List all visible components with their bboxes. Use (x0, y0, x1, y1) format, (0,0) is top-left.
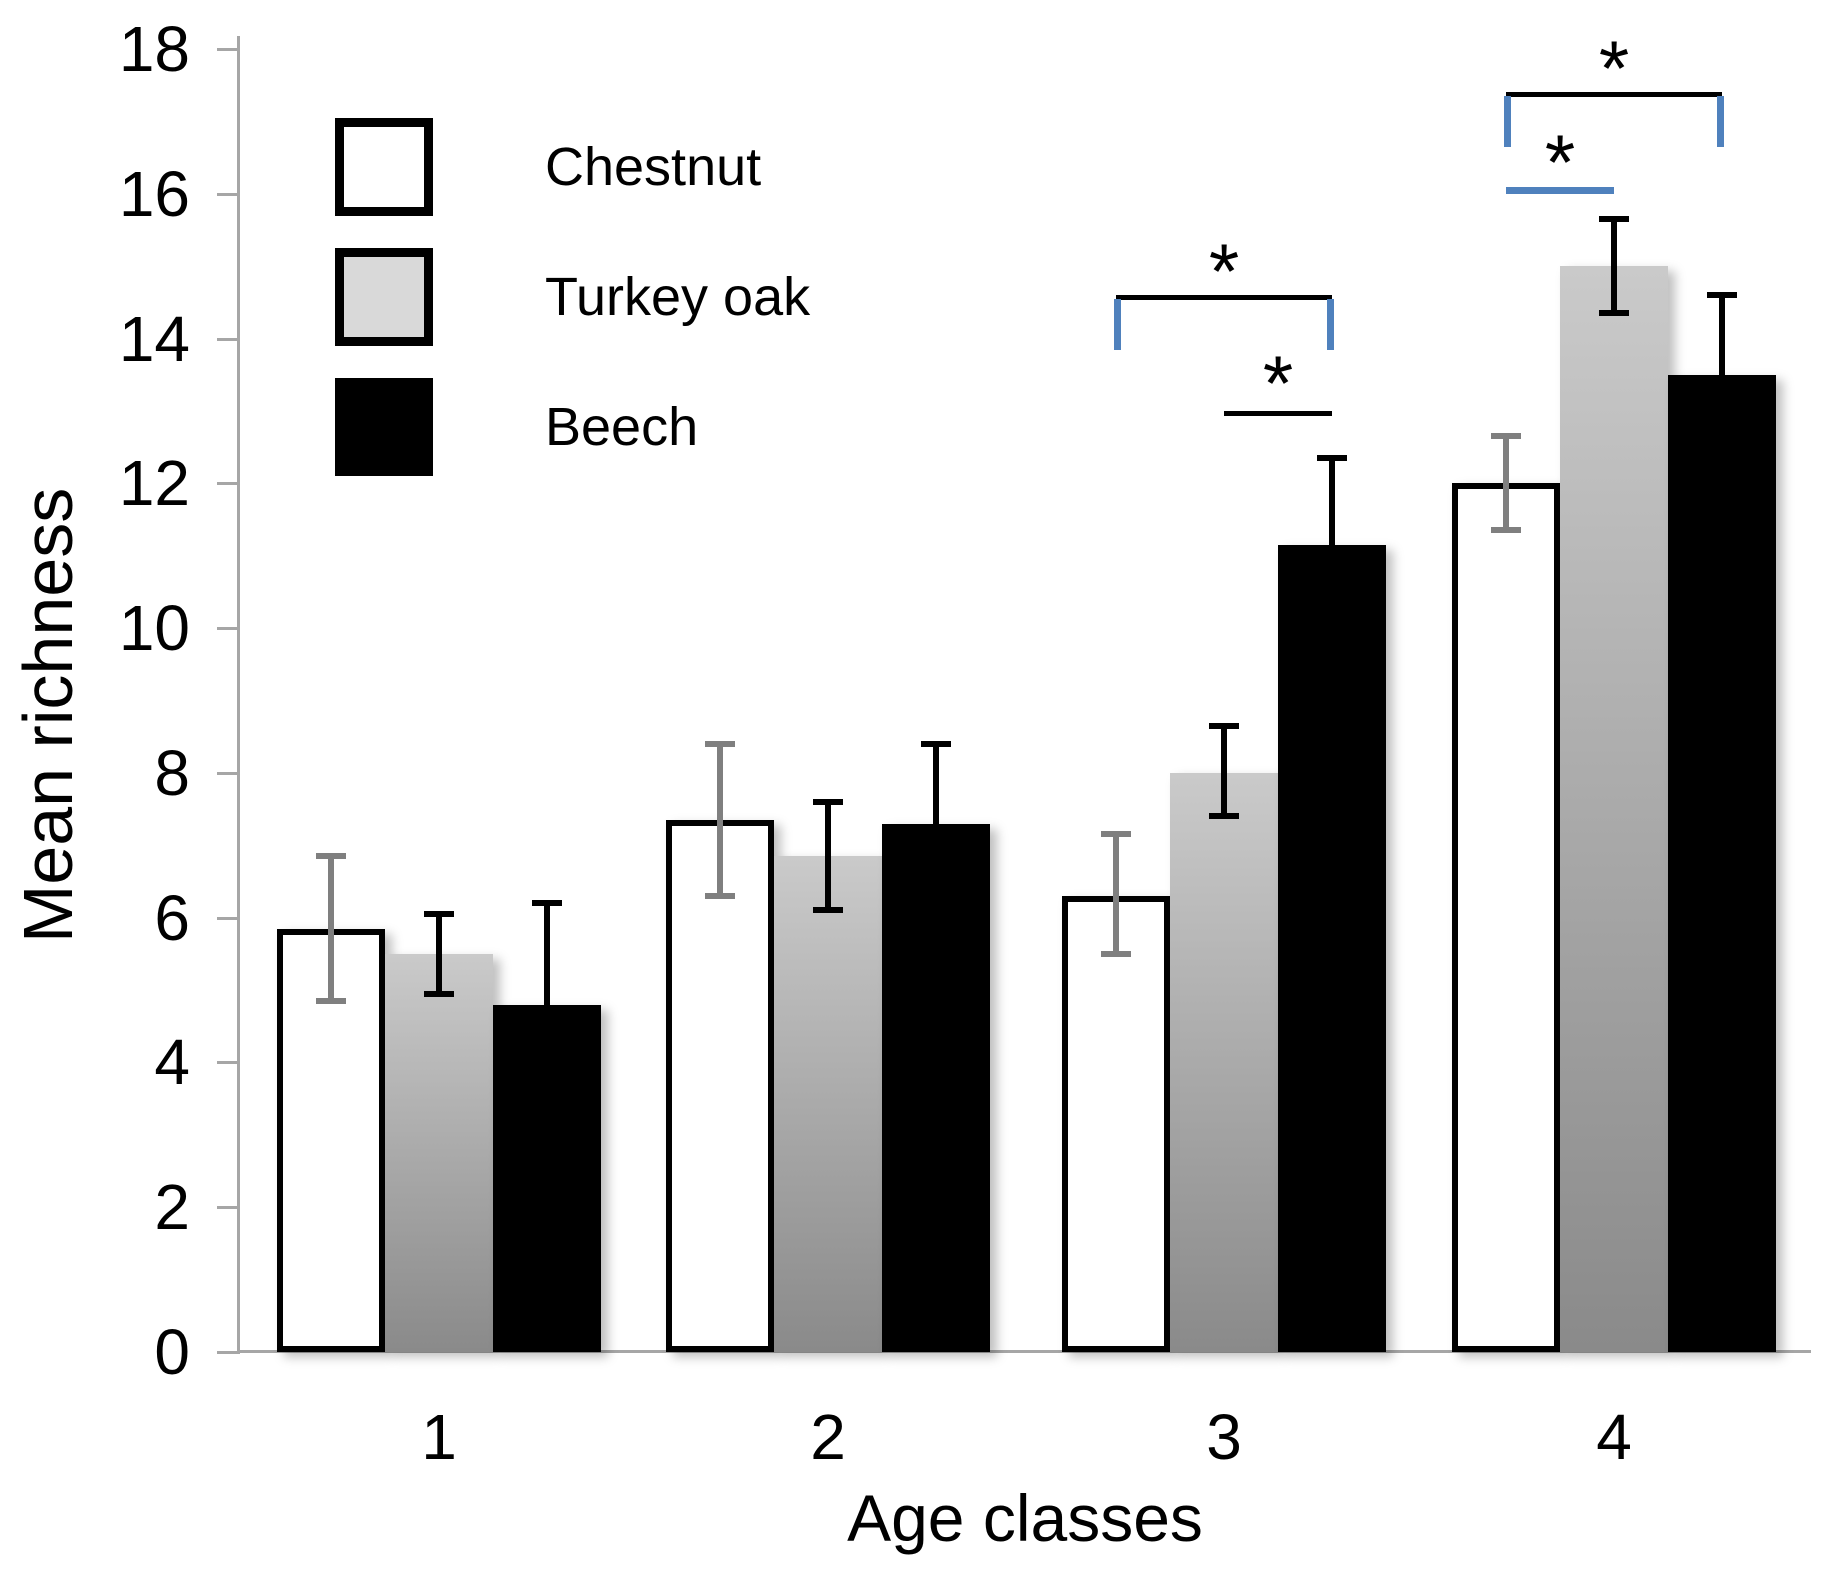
error-bar-chestnut-1-bottom-cap (316, 997, 346, 1004)
significance-bracket-3 (1506, 92, 1722, 98)
legend-item-beech: Beech (335, 378, 935, 476)
y-tick-mark-12 (217, 482, 237, 486)
y-tick-label-4: 4 (154, 1026, 190, 1099)
significance-star-1: * (1208, 226, 1240, 315)
bar-chestnut-3 (1062, 895, 1170, 1352)
error-bar-chestnut-3 (1113, 834, 1119, 954)
error-bar-turkey-oak-2-bottom-cap (813, 907, 843, 914)
error-bar-beech-2 (933, 743, 939, 824)
y-tick-label-10: 10 (118, 592, 190, 665)
error-bar-beech-1-top-cap (532, 900, 562, 907)
y-tick-label-6: 6 (154, 881, 190, 954)
significance-star-4: * (1544, 118, 1576, 207)
x-tick-label-1: 1 (421, 1401, 457, 1473)
y-tick-mark-0 (217, 1351, 237, 1354)
error-bar-turkey-oak-1-top-cap (424, 911, 454, 918)
y-tick-label-16: 16 (118, 157, 190, 230)
y-tick-mark-18 (217, 47, 237, 51)
error-bar-beech-2-top-cap (921, 740, 951, 747)
y-axis-line (237, 36, 240, 1354)
x-axis-title: Age classes (847, 1481, 1203, 1555)
error-bar-turkey-oak-3 (1221, 725, 1227, 817)
legend-swatch-chestnut (335, 118, 433, 216)
error-bar-turkey-oak-4-bottom-cap (1599, 310, 1629, 317)
error-bar-turkey-oak-1-bottom-cap (424, 990, 454, 997)
legend-swatch-beech (335, 378, 433, 476)
x-tick-label-4: 4 (1596, 1401, 1632, 1473)
y-tick-label-12: 12 (118, 447, 190, 520)
error-bar-chestnut-2 (717, 743, 723, 896)
significance-bracket-4 (1506, 186, 1614, 194)
error-bar-beech-1 (544, 903, 550, 1005)
significance-bracket-1-right-tick (1327, 299, 1334, 350)
bar-chestnut-2 (666, 819, 774, 1352)
y-tick-mark-16 (217, 192, 237, 196)
bar-turkey-oak-2 (774, 856, 882, 1352)
error-bar-chestnut-4-top-cap (1491, 433, 1521, 440)
bar-beech-4 (1668, 374, 1776, 1352)
bar-turkey-oak-4 (1560, 266, 1668, 1352)
bar-turkey-oak-3 (1170, 772, 1278, 1352)
error-bar-beech-3-top-cap (1317, 454, 1347, 461)
error-bar-beech-4 (1719, 295, 1725, 375)
y-tick-label-14: 14 (118, 302, 190, 375)
y-tick-label-0: 0 (154, 1316, 190, 1388)
error-bar-turkey-oak-4 (1611, 219, 1617, 314)
x-tick-label-3: 3 (1206, 1401, 1242, 1473)
y-tick-mark-10 (217, 627, 237, 631)
error-bar-turkey-oak-2-top-cap (813, 798, 843, 805)
bar-beech-2 (882, 823, 990, 1352)
error-bar-chestnut-3-top-cap (1101, 831, 1131, 838)
significance-bracket-3-right-tick (1717, 96, 1724, 148)
y-tick-mark-2 (217, 1206, 237, 1210)
error-bar-turkey-oak-4-top-cap (1599, 216, 1629, 223)
significance-bracket-2 (1224, 410, 1332, 416)
legend-item-turkey-oak: Turkey oak (335, 248, 935, 346)
x-tick-label-2: 2 (810, 1401, 846, 1473)
error-bar-turkey-oak-2 (825, 801, 831, 911)
y-tick-label-18: 18 (118, 12, 190, 85)
error-bar-chestnut-1 (328, 856, 334, 1001)
bar-beech-3 (1278, 544, 1386, 1352)
error-bar-chestnut-2-top-cap (705, 740, 735, 747)
y-tick-label-2: 2 (154, 1171, 190, 1244)
error-bar-turkey-oak-3-top-cap (1209, 722, 1239, 729)
significance-star-2: * (1262, 338, 1294, 427)
error-bar-chestnut-4 (1503, 436, 1509, 531)
error-bar-beech-3 (1329, 457, 1335, 545)
error-bar-turkey-oak-1 (436, 914, 442, 994)
legend-swatch-turkey-oak (335, 248, 433, 346)
error-bar-chestnut-2-bottom-cap (705, 892, 735, 899)
y-tick-mark-14 (217, 337, 237, 341)
y-tick-label-8: 8 (154, 736, 190, 809)
error-bar-turkey-oak-3-bottom-cap (1209, 813, 1239, 820)
significance-bracket-1 (1116, 295, 1332, 301)
error-bar-chestnut-4-bottom-cap (1491, 527, 1521, 534)
bar-turkey-oak-1 (385, 953, 493, 1352)
legend-label-beech: Beech (545, 397, 699, 457)
bar-chestnut-1 (277, 928, 385, 1352)
y-tick-mark-8 (217, 771, 237, 775)
error-bar-chestnut-1-top-cap (316, 853, 346, 860)
significance-bracket-1-left-tick (1114, 299, 1121, 350)
x-axis-line (237, 1350, 1811, 1353)
y-tick-mark-6 (217, 916, 237, 920)
bar-chestnut-4 (1452, 483, 1560, 1352)
error-bar-chestnut-3-bottom-cap (1101, 950, 1131, 957)
legend-item-chestnut: Chestnut (335, 118, 935, 216)
y-tick-mark-4 (217, 1061, 237, 1065)
significance-bracket-3-left-tick (1504, 96, 1511, 148)
significance-star-3: * (1598, 23, 1630, 112)
error-bar-beech-4-top-cap (1707, 292, 1737, 299)
bar-beech-1 (493, 1004, 601, 1352)
legend-label-turkey-oak: Turkey oak (545, 267, 811, 327)
legend-label-chestnut: Chestnut (545, 137, 762, 197)
